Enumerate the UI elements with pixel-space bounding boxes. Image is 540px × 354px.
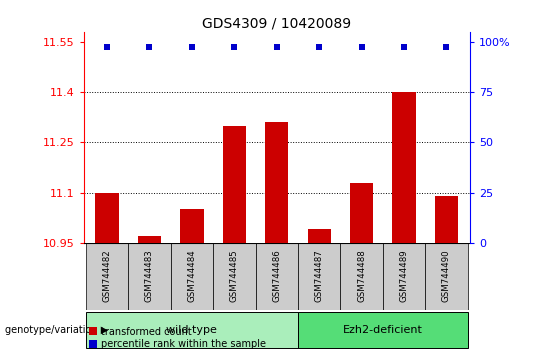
Bar [340,243,383,310]
Text: GSM744487: GSM744487 [315,249,323,302]
Bar [86,243,129,310]
Bar [307,229,331,243]
Bar [86,312,298,348]
Bar [426,243,468,310]
Legend: transformed count, percentile rank within the sample: transformed count, percentile rank withi… [89,327,266,349]
Bar [96,193,119,243]
Point [315,44,323,50]
Text: GSM744482: GSM744482 [103,249,112,302]
Bar [383,243,426,310]
Text: Ezh2-deficient: Ezh2-deficient [343,325,423,336]
Point [103,44,111,50]
Bar [298,243,340,310]
Text: GSM744489: GSM744489 [400,249,409,302]
Bar [255,243,298,310]
Point [400,44,408,50]
Bar [298,312,468,348]
Text: genotype/variation ▶: genotype/variation ▶ [5,325,109,336]
Bar [213,243,255,310]
Bar [171,243,213,310]
Point [273,44,281,50]
Title: GDS4309 / 10420089: GDS4309 / 10420089 [202,17,352,31]
Text: wild type: wild type [166,325,217,336]
Point [357,44,366,50]
Text: GSM744488: GSM744488 [357,249,366,302]
Bar [265,122,288,243]
Text: GSM744485: GSM744485 [230,249,239,302]
Text: GSM744484: GSM744484 [187,249,197,302]
Text: GSM744486: GSM744486 [272,249,281,302]
Bar [435,196,458,243]
Bar [129,243,171,310]
Bar [222,126,246,243]
Text: GSM744483: GSM744483 [145,249,154,302]
Point [187,44,196,50]
Bar [138,236,161,243]
Bar [180,209,204,243]
Point [145,44,154,50]
Text: GSM744490: GSM744490 [442,249,451,302]
Bar [350,183,373,243]
Bar [393,92,416,243]
Point [230,44,239,50]
Point [442,44,451,50]
